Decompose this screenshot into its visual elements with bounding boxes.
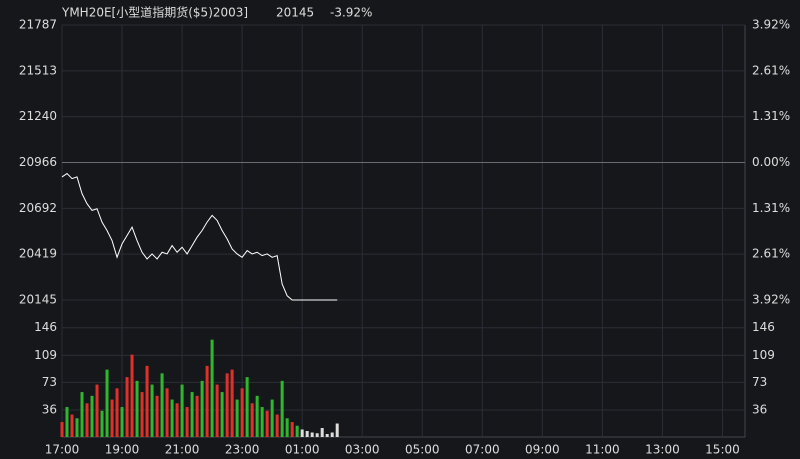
volume-bar <box>65 407 69 437</box>
volume-bar <box>60 422 64 437</box>
volume-bar <box>305 431 309 437</box>
volume-bar <box>275 414 279 437</box>
x-tick-label: 23:00 <box>225 443 260 457</box>
volume-bar <box>135 380 139 437</box>
volume-bar <box>290 422 294 437</box>
y-tick-label: 20692 <box>19 201 57 215</box>
y2-tick-label: 73 <box>752 375 767 389</box>
volume-bar <box>95 384 99 437</box>
volume-bar <box>300 429 304 437</box>
volume-bar <box>155 395 159 437</box>
x-tick-label: 15:00 <box>705 443 740 457</box>
change: -3.92% <box>330 6 372 20</box>
volume-bar <box>75 418 79 437</box>
volume-bar <box>190 392 194 437</box>
volume-bar <box>315 433 319 437</box>
volume-bar <box>310 432 314 437</box>
y-tick-label: 73 <box>42 375 57 389</box>
volume-bar <box>225 373 229 437</box>
x-tick-label: 05:00 <box>405 443 440 457</box>
volume-bar <box>200 380 204 437</box>
volume-bar <box>150 384 154 437</box>
volume-bar <box>265 410 269 437</box>
y-tick-label: 36 <box>42 403 57 417</box>
volume-bar <box>140 392 144 437</box>
y-tick-label: 21787 <box>19 18 57 32</box>
x-tick-label: 17:00 <box>45 443 80 457</box>
y2-tick-label: 1.31% <box>752 201 790 215</box>
x-tick-label: 07:00 <box>465 443 500 457</box>
y-tick-label: 146 <box>34 320 57 334</box>
volume-bar <box>280 380 284 437</box>
volume-bar <box>250 403 254 437</box>
volume-bar <box>235 399 239 437</box>
volume-bar <box>295 425 299 437</box>
volume-bar <box>175 403 179 437</box>
y-tick-label: 109 <box>34 348 57 362</box>
volume-bar <box>240 388 244 437</box>
volume-bar <box>70 414 74 437</box>
volume-bar <box>125 377 129 437</box>
y2-tick-label: 2.61% <box>752 63 790 77</box>
volume-bar <box>220 392 224 437</box>
volume-bar <box>80 392 84 437</box>
price-line <box>61 172 338 301</box>
volume-bar <box>270 399 274 437</box>
x-tick-label: 19:00 <box>105 443 140 457</box>
volume-bar <box>165 388 169 437</box>
volume-bar <box>90 395 94 437</box>
y2-tick-label: 3.92% <box>752 293 790 307</box>
volume-bar <box>130 354 134 437</box>
x-tick-label: 09:00 <box>525 443 560 457</box>
last-price: 20145 <box>276 6 314 20</box>
chart-title: YMH20E[小型道指期货($5)2003] <box>61 5 248 20</box>
y2-tick-label: 109 <box>752 348 775 362</box>
volume-bar <box>210 339 214 437</box>
volume-bar <box>160 373 164 437</box>
volume-bar <box>110 399 114 437</box>
x-tick-label: 03:00 <box>345 443 380 457</box>
y2-tick-label: 146 <box>752 320 775 334</box>
volume-bar <box>180 384 184 437</box>
x-tick-label: 21:00 <box>165 443 200 457</box>
volume-bar <box>85 403 89 437</box>
y2-tick-label: 1.31% <box>752 109 790 123</box>
volume-bar <box>205 365 209 437</box>
volume-bar <box>185 407 189 437</box>
volume-bar <box>325 434 329 437</box>
y-tick-label: 20966 <box>19 155 57 169</box>
volume-bar <box>115 388 119 437</box>
y2-tick-label: 0.00% <box>752 155 790 169</box>
volume-bar <box>105 369 109 437</box>
volume-bar <box>100 410 104 437</box>
y2-tick-label: 3.92% <box>752 18 790 32</box>
x-tick-label: 13:00 <box>645 443 680 457</box>
volume-bar <box>230 369 234 437</box>
volume-bar <box>120 407 124 437</box>
volume-bar <box>335 423 339 437</box>
y2-tick-label: 36 <box>752 403 767 417</box>
x-tick-label: 01:00 <box>285 443 320 457</box>
volume-bar <box>170 399 174 437</box>
volume-bar <box>260 407 264 437</box>
x-tick-label: 11:00 <box>585 443 620 457</box>
volume-bar <box>215 384 219 437</box>
volume-bar <box>245 377 249 437</box>
y-tick-label: 20419 <box>19 247 57 261</box>
y2-tick-label: 2.61% <box>752 247 790 261</box>
volume-bar <box>285 418 289 437</box>
volume-bar <box>320 428 324 437</box>
volume-bar <box>255 395 259 437</box>
volume-bar <box>145 365 149 437</box>
y-tick-label: 21513 <box>19 63 57 77</box>
volume-bar <box>195 395 199 437</box>
y-tick-label: 20145 <box>19 293 57 307</box>
y-tick-label: 21240 <box>19 109 57 123</box>
volume-bar <box>330 432 334 437</box>
